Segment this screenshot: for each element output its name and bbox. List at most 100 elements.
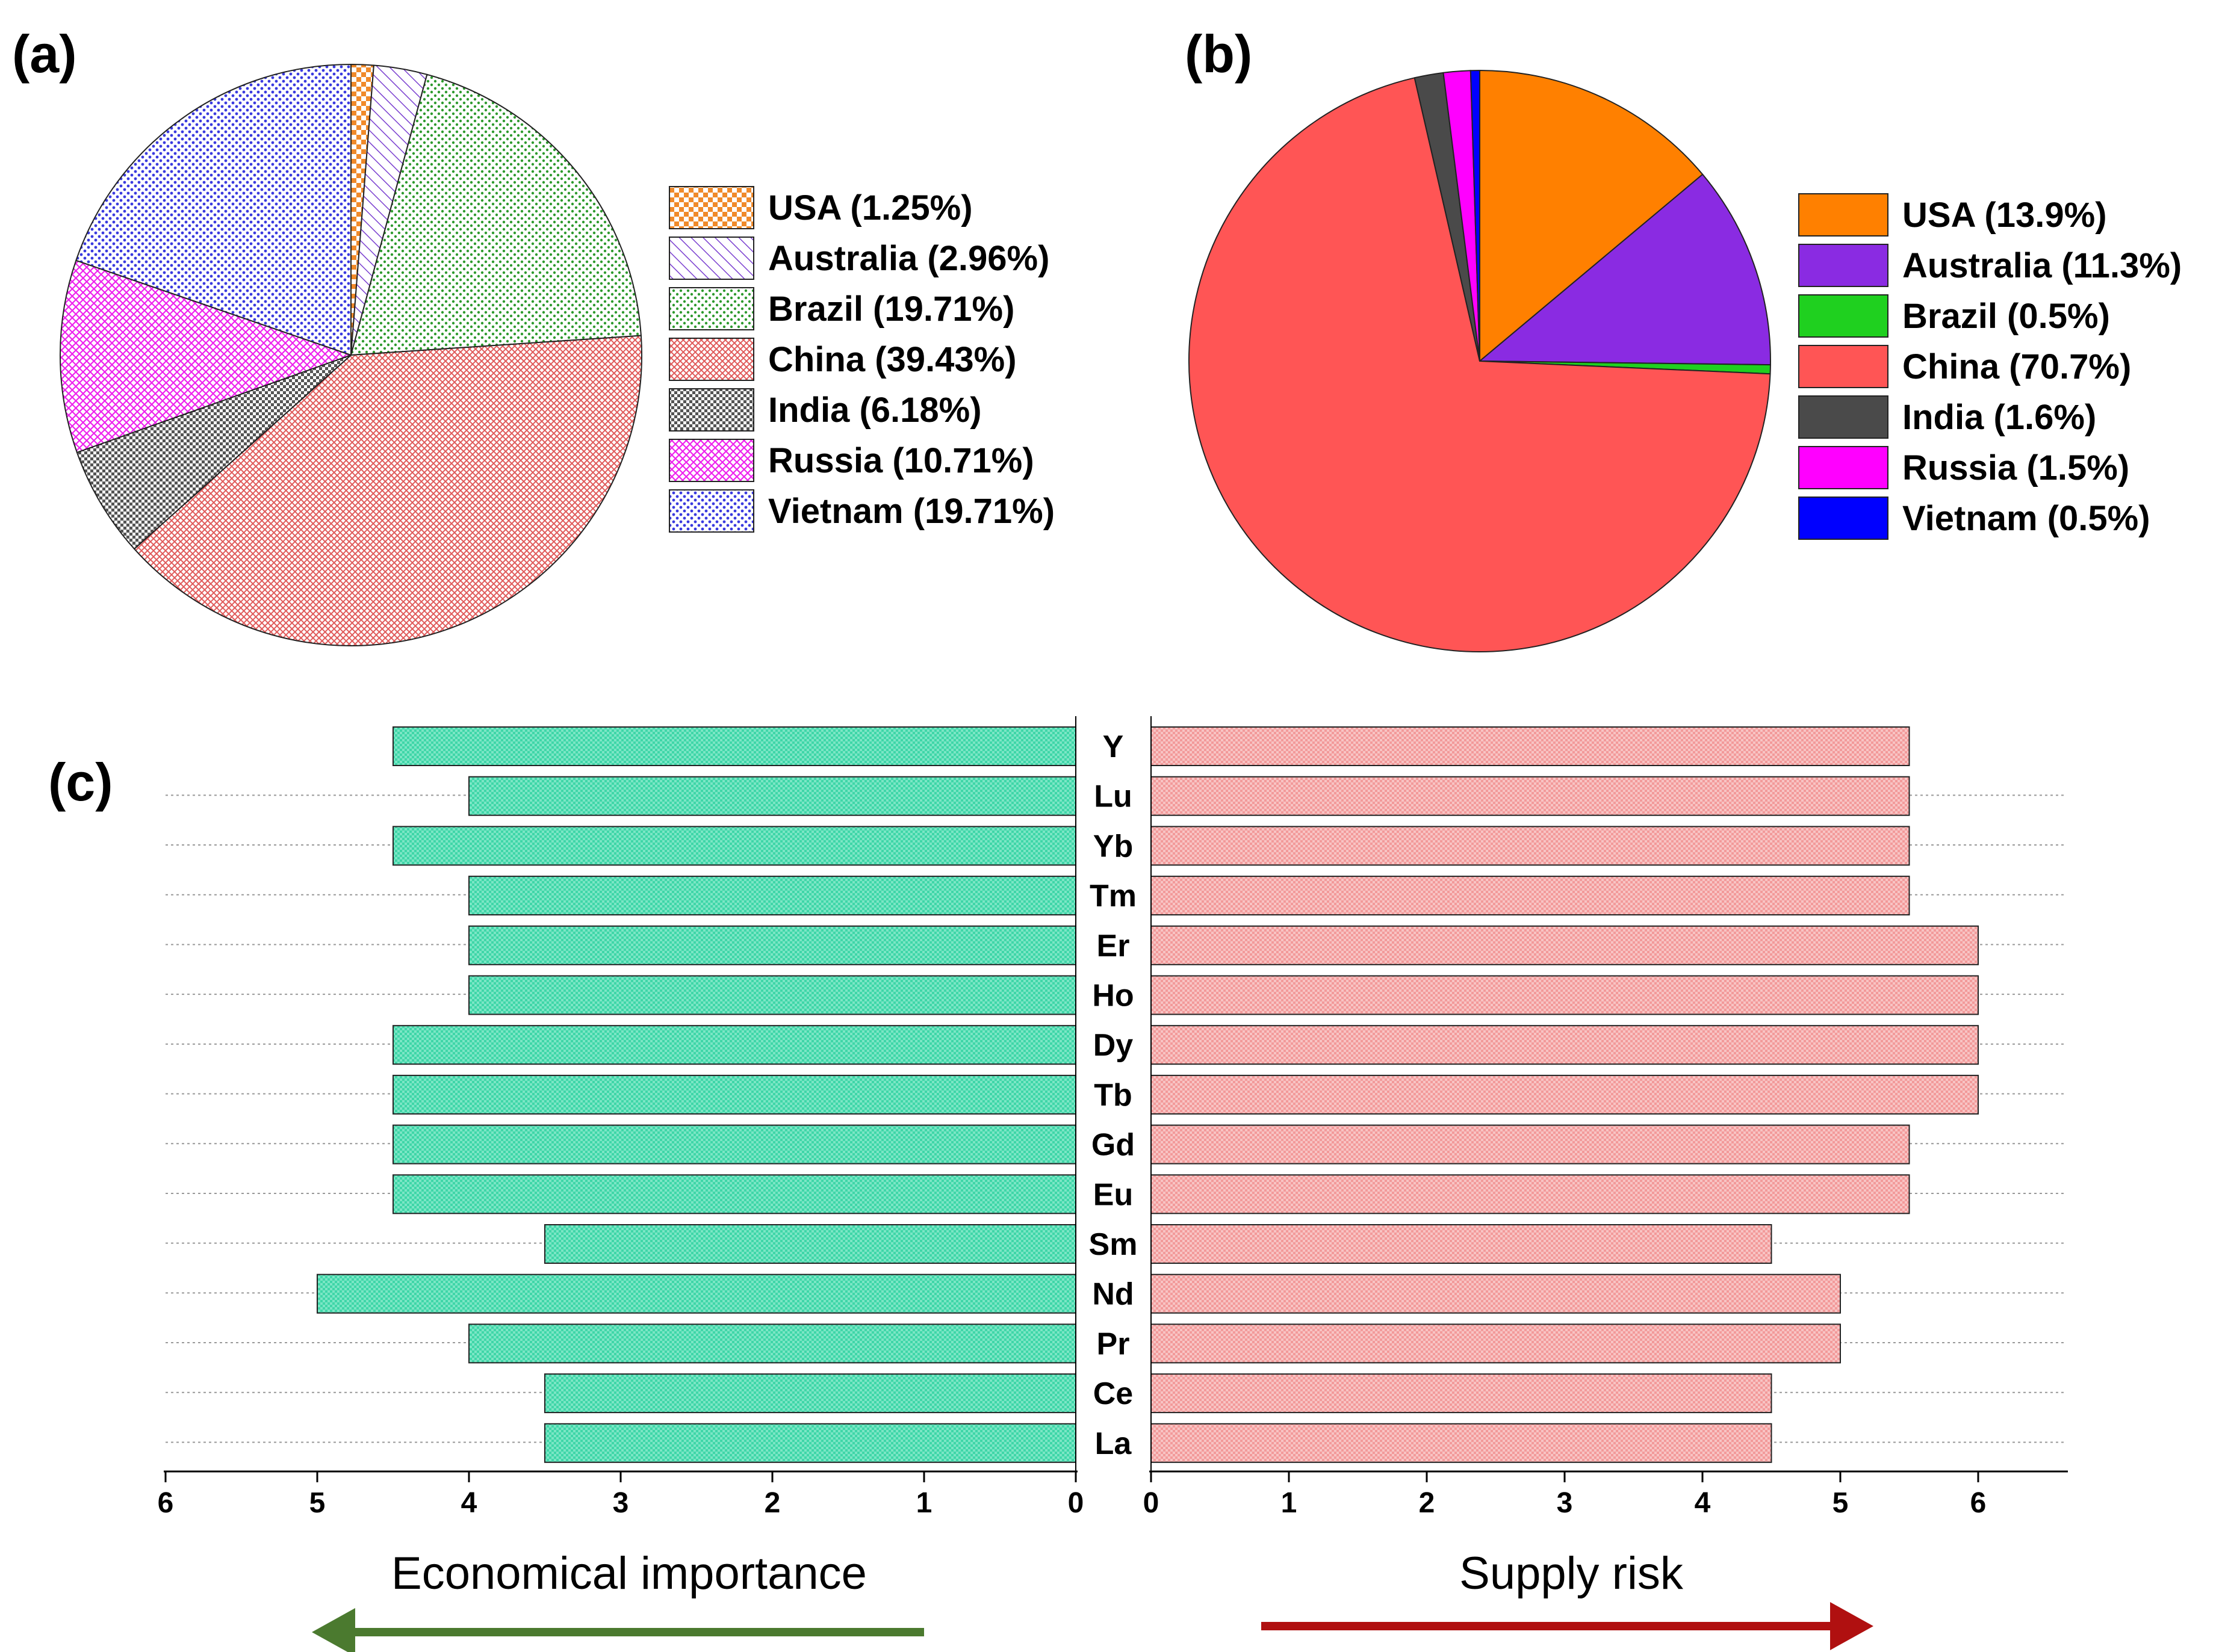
category-label: Ho (1092, 979, 1134, 1013)
left-tick-label: 2 (765, 1487, 781, 1519)
legend-swatch-brazil (669, 287, 754, 330)
category-label: Sm (1089, 1227, 1138, 1262)
pie-chart-a (60, 63, 642, 646)
bar-supply-risk-la (1150, 1423, 1772, 1463)
category-label: Yb (1093, 829, 1133, 864)
bar-supply-risk-ce (1150, 1373, 1772, 1414)
pie-slice-australia (1478, 173, 1771, 366)
category-label: Eu (1093, 1177, 1133, 1212)
pie-slice-vietnam (1469, 69, 1480, 362)
legend-label-india: India (6.18%) (768, 391, 982, 430)
legend-swatch-russia (1798, 446, 1888, 489)
bar-supply-risk-gd (1150, 1124, 1910, 1165)
left-tick-label: 6 (158, 1487, 174, 1519)
bar-economical-importance-er (468, 925, 1076, 965)
legend-label-usa: USA (1.25%) (768, 188, 973, 227)
bar-supply-risk-y (1150, 726, 1910, 766)
bar-economical-importance-y (393, 726, 1076, 766)
bar-economical-importance-eu (393, 1174, 1076, 1214)
left-tick-label: 0 (1068, 1487, 1084, 1519)
legend-label-usa: USA (13.9%) (1902, 196, 2107, 235)
bar-economical-importance-nd (317, 1273, 1076, 1314)
left-tick-label: 4 (461, 1487, 477, 1519)
legend-a: USA (1.25%) Australia (2.96%) Brazil (19.7… (669, 186, 1055, 533)
panel-label-a: (a) (12, 24, 77, 84)
pie-slice-vietnam (75, 63, 352, 356)
legend-swatch-australia (669, 237, 754, 280)
bar-economical-importance-tb (393, 1074, 1076, 1115)
legend-swatch-russia (669, 439, 754, 482)
category-label: Tb (1094, 1078, 1132, 1113)
legend-label-brazil: Brazil (19.71%) (768, 289, 1014, 329)
right-tick-label: 3 (1557, 1487, 1573, 1519)
category-label: Dy (1093, 1028, 1134, 1063)
pie-slice-usa (1479, 69, 1704, 363)
legend-label-australia: Australia (2.96%) (768, 239, 1049, 278)
bar-supply-risk-ho (1150, 975, 1979, 1015)
left-arrow-icon (312, 1608, 924, 1652)
bar-economical-importance-tm (468, 876, 1076, 916)
legend-label-australia: Australia (11.3%) (1902, 246, 2182, 285)
bar-supply-risk-pr (1150, 1323, 1841, 1364)
bar-supply-risk-tb (1150, 1074, 1979, 1115)
bar-supply-risk-eu (1150, 1174, 1910, 1214)
bar-economical-importance-lu (468, 776, 1076, 816)
left-axis-title: Economical importance (391, 1548, 867, 1599)
legend-label-russia: Russia (1.5%) (1902, 448, 2129, 487)
category-label: Ce (1093, 1376, 1133, 1411)
bar-supply-risk-sm (1150, 1224, 1772, 1264)
pie-slice-china (1188, 77, 1771, 652)
right-tick-label: 6 (1970, 1487, 1987, 1519)
category-label: Er (1097, 929, 1130, 964)
legend-swatch-vietnam (669, 489, 754, 533)
right-tick-label: 1 (1281, 1487, 1297, 1519)
legend-swatch-china (1798, 345, 1888, 388)
category-label: Y (1103, 729, 1124, 764)
legend-label-russia: Russia (10.71%) (768, 441, 1034, 480)
pie-slice-india (76, 354, 352, 550)
right-tick-label: 5 (1832, 1487, 1849, 1519)
legend-label-china: China (70.7%) (1902, 347, 2131, 386)
right-tick-label: 2 (1419, 1487, 1435, 1519)
category-label: Gd (1091, 1128, 1135, 1163)
left-tick-label: 1 (916, 1487, 933, 1519)
legend-swatch-usa (669, 186, 754, 229)
category-label: La (1095, 1426, 1132, 1461)
legend-swatch-brazil (1798, 294, 1888, 338)
bar-economical-importance-dy (393, 1025, 1076, 1065)
bar-supply-risk-nd (1150, 1273, 1841, 1314)
bar-economical-importance-pr (468, 1323, 1076, 1364)
legend-swatch-usa (1798, 193, 1888, 237)
legend-label-brazil: Brazil (0.5%) (1902, 297, 2110, 336)
right-tick-label: 4 (1695, 1487, 1711, 1519)
bar-economical-importance-ho (468, 975, 1076, 1015)
left-tick-label: 5 (309, 1487, 326, 1519)
butterfly-chart-c: Y Lu Yb Tm Er Ho Dy Tb Gd Eu Sm Nd Pr Ce La 6 5 4 3 2 1 0 0 1 2 3… (158, 716, 2068, 1519)
pie-chart-b (1188, 69, 1771, 652)
bar-economical-importance-gd (393, 1124, 1076, 1165)
pie-slice-russia (60, 259, 353, 454)
bar-supply-risk-tm (1150, 876, 1910, 916)
bar-economical-importance-ce (544, 1373, 1076, 1414)
bar-supply-risk-lu (1150, 776, 1910, 816)
legend-swatch-vietnam (1798, 497, 1888, 540)
legend-label-vietnam: Vietnam (0.5%) (1902, 499, 2150, 538)
bar-economical-importance-la (544, 1423, 1076, 1463)
right-axis-title: Supply risk (1459, 1548, 1684, 1599)
bar-economical-importance-sm (544, 1224, 1076, 1264)
panel-label-b: (b) (1185, 24, 1252, 84)
right-tick-label: 0 (1143, 1487, 1159, 1519)
legend-label-china: China (39.43%) (768, 340, 1017, 379)
bar-supply-risk-er (1150, 925, 1979, 965)
panel-label-c: (c) (48, 752, 113, 812)
category-label: Pr (1097, 1326, 1130, 1361)
legend-b: USA (13.9%) Australia (11.3%) Brazil (0.5%… (1798, 193, 2182, 540)
legend-swatch-india (1798, 395, 1888, 439)
right-arrow-icon (1261, 1602, 1873, 1650)
pie-slice-china (133, 335, 642, 646)
legend-swatch-china (669, 338, 754, 381)
bar-supply-risk-yb (1150, 826, 1910, 866)
legend-swatch-india (669, 388, 754, 432)
category-label: Lu (1094, 779, 1132, 814)
